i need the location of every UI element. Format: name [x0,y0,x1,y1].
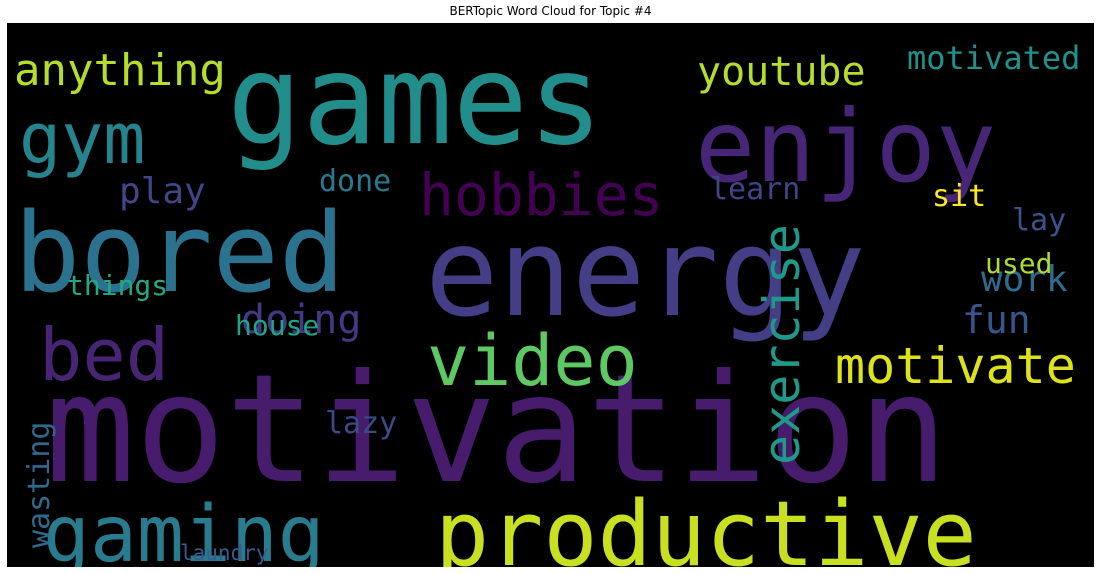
word-productive: productive [435,482,977,567]
word-laundry: laundry [180,541,269,565]
word-house: house [235,309,319,342]
word-gym: gym [19,98,145,180]
word-hobbies: hobbies [419,161,663,229]
word-work: work [981,259,1068,300]
word-bed: bed [39,313,169,397]
word-fun: fun [962,298,1031,342]
word-used: used [985,247,1052,280]
word-doing: doing [241,297,361,343]
word-sit: sit [932,179,986,214]
word-youtube: youtube [697,49,866,95]
word-motivation: motivation [45,343,948,517]
word-motivate: motivate [835,337,1076,395]
word-bored: bored [14,189,345,317]
word-lazy: lazy [325,406,397,441]
word-things: things [67,269,168,302]
word-video: video [427,320,638,402]
word-motivated: motivated [907,39,1080,77]
word-energy: energy [425,202,866,344]
word-wasting: wasting [22,422,57,548]
word-exercise: exercise [753,224,811,465]
word-lay: lay [1012,203,1066,238]
word-cloud-svg: motivation games energy bored enjoy productiv… [14,28,1080,567]
word-play: play [119,171,206,212]
word-games: games [227,28,603,173]
word-cloud: motivation games energy bored enjoy productiv… [7,23,1094,567]
word-learn: learn [710,172,800,207]
word-enjoy: enjoy [695,88,996,205]
word-done: done [319,164,391,199]
chart-title: BERTopic Word Cloud for Topic #4 [449,4,652,18]
word-gaming: gaming [43,490,325,567]
word-anything: anything [14,45,226,96]
